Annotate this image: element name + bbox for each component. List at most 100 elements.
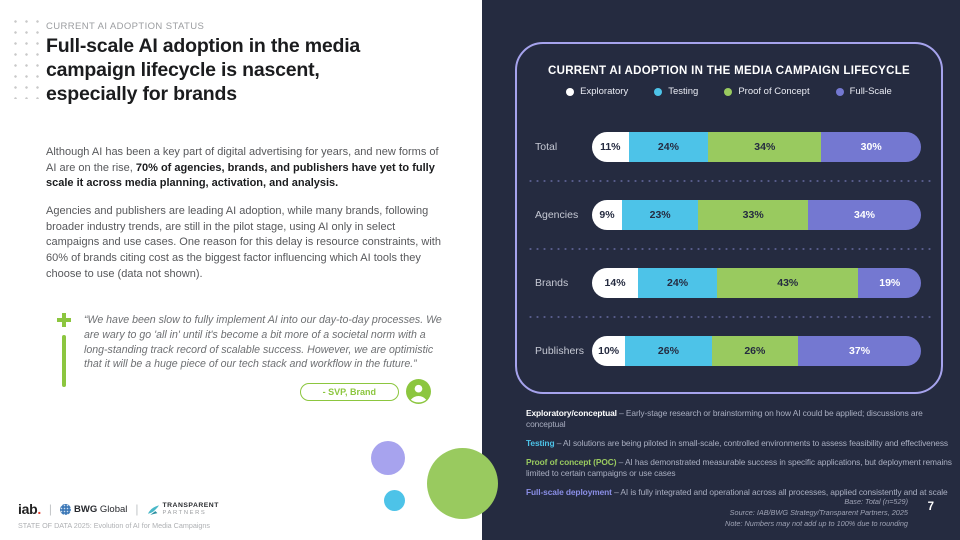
body-paragraph-2: Agencies and publishers are leading AI a… — [46, 205, 441, 280]
bar-segment: 11% — [592, 132, 629, 162]
legend-dot-icon — [654, 87, 663, 96]
legend-dot-icon — [724, 87, 733, 96]
dotted-separator — [527, 180, 931, 182]
bar-row: Total 11% 24% 34% 30% — [517, 132, 941, 162]
paragraph1-bold: 70% of agencies, brands, and publishers … — [46, 161, 435, 190]
definition-term: Proof of concept (POC) — [526, 456, 617, 467]
transparent-partners-text: TRANSPARENT PARTNERS — [163, 502, 219, 516]
bar-category-label: Publishers — [535, 345, 585, 357]
bird-icon — [147, 503, 160, 515]
note-line: Note: Numbers may not add up to 100% due… — [725, 518, 908, 528]
chart-box: CURRENT AI ADOPTION IN THE MEDIA CAMPAIG… — [515, 42, 943, 394]
definition-term: Exploratory/conceptual — [526, 408, 617, 418]
stacked-bar: 14% 24% 43% 19% — [592, 268, 921, 298]
quote-attribution-row: - SVP, Brand — [84, 379, 431, 405]
decorative-circle-green — [427, 448, 498, 519]
legend-dot-icon — [566, 87, 575, 96]
legend-dot-icon — [835, 87, 844, 96]
bwg-bold-text: BWG — [74, 503, 98, 515]
definition-item: Exploratory/conceptual – Early-stage res… — [526, 408, 952, 431]
decorative-circle-purple — [371, 441, 405, 475]
slide-footer-text: STATE OF DATA 2025: Evolution of AI for … — [18, 521, 211, 530]
bar-segment: 30% — [821, 132, 921, 162]
bar-segment: 9% — [592, 200, 622, 230]
bar-row: Publishers 10% 26% 26% 37% — [517, 336, 941, 366]
chart-title: CURRENT AI ADOPTION IN THE MEDIA CAMPAIG… — [547, 65, 910, 77]
decorative-circle-cyan — [384, 490, 405, 511]
page-title: Full-scale AI adoption in the media camp… — [46, 35, 361, 106]
bar-segment: 34% — [808, 200, 921, 230]
logo-separator: | — [48, 502, 53, 516]
bar-segment: 26% — [625, 336, 712, 366]
attribution-pill: - SVP, Brand — [299, 382, 399, 401]
bar-segment: 43% — [717, 268, 859, 298]
transparent-partners-logo: TRANSPARENT PARTNERS — [147, 502, 219, 516]
chart-legend: Exploratory Testing Proof of Concept Full-S… — [517, 86, 941, 97]
note-line: Base: Total (n=529) — [844, 497, 908, 506]
person-avatar-icon — [406, 379, 431, 405]
quote-content: “We have been slow to fully implement AI… — [84, 313, 449, 405]
definition-text: – AI solutions are being piloted in smal… — [554, 438, 949, 448]
bar-segment: 14% — [592, 268, 639, 298]
bar-row: Brands 14% 24% 43% 19% — [517, 268, 941, 298]
legend-item: Testing — [654, 86, 698, 97]
legend-label: Full-Scale — [849, 86, 892, 97]
bar-segment: 10% — [592, 336, 626, 366]
paragraph1-lead: Although AI has been a key part of digit… — [46, 146, 439, 174]
source-notes: Base: Total (n=529) Source: IAB/BWG Strat… — [725, 497, 908, 530]
stacked-bar: 11% 24% 34% 30% — [592, 132, 921, 162]
logo-separator: | — [135, 502, 139, 516]
bar-segment: 24% — [628, 132, 709, 162]
stacked-bar: 10% 26% 26% 37% — [592, 336, 921, 366]
globe-icon — [60, 503, 72, 515]
bar-chart: Total 11% 24% 34% 30% Agencies 9% 23% 33% 34% Bran… — [517, 132, 941, 366]
definition-text: – Early-stage research or brainstorming … — [526, 408, 923, 430]
tp-top-text: TRANSPARENT — [162, 501, 219, 509]
bar-segment: 34% — [708, 132, 822, 162]
quote-marker — [57, 313, 71, 404]
bwg-light-text: Global — [97, 503, 128, 515]
legend-item: Exploratory — [566, 86, 628, 97]
dot-grid-decoration — [10, 16, 41, 99]
page-number: 7 — [927, 501, 934, 513]
dotted-separator — [527, 316, 931, 318]
quote-vertical-line — [62, 335, 66, 387]
stacked-bar: 9% 23% 33% 34% — [592, 200, 921, 230]
legend-item: Proof of Concept — [724, 86, 810, 97]
bar-segment: 26% — [711, 336, 799, 366]
bar-segment: 33% — [698, 200, 809, 230]
legend-label: Exploratory — [580, 86, 629, 97]
legend-label: Proof of Concept — [738, 86, 810, 97]
iab-logo: iab. — [18, 501, 41, 517]
bar-category-label: Agencies — [535, 209, 579, 221]
dotted-separator — [527, 248, 931, 250]
quote-text: “We have been slow to fully implement AI… — [84, 314, 442, 371]
bwg-logo-text: BWG Global — [74, 504, 127, 515]
definition-term: Testing — [526, 438, 555, 448]
body-paragraph-1: Although AI has been a key part of digit… — [46, 145, 444, 192]
definition-item: Proof of concept (POC) – AI has demonstr… — [526, 457, 952, 480]
chart-panel: CURRENT AI ADOPTION IN THE MEDIA CAMPAIG… — [482, 0, 960, 540]
bar-segment: 23% — [621, 200, 699, 230]
definition-item: Testing – AI solutions are being piloted… — [526, 438, 952, 449]
logo-row: iab. | BWG Global | TRANSPARENT PARTNERS — [18, 500, 219, 518]
definition-term: Full-scale deployment — [526, 486, 612, 497]
bar-category-label: Brands — [535, 277, 569, 289]
bar-segment: 24% — [638, 268, 718, 298]
bar-segment: 19% — [858, 268, 921, 298]
bar-row: Agencies 9% 23% 33% 34% — [517, 200, 941, 230]
bar-segment: 37% — [798, 336, 921, 366]
bwg-global-logo: BWG Global — [60, 503, 127, 515]
definitions-list: Exploratory/conceptual – Early-stage res… — [526, 408, 952, 506]
definition-text: – AI is fully integrated and operational… — [611, 486, 948, 497]
legend-item: Full-Scale — [835, 86, 892, 97]
note-line: Source: IAB/BWG Strategy/Transparent Par… — [729, 507, 908, 517]
section-eyebrow: CURRENT AI ADOPTION STATUS — [46, 21, 205, 32]
definition-text: – AI has demonstrated measurable success… — [526, 456, 952, 478]
definition-item: Full-scale deployment – AI is fully inte… — [526, 487, 952, 498]
iab-logo-text: iab — [18, 501, 38, 517]
plus-icon — [57, 313, 71, 327]
legend-label: Testing — [668, 86, 699, 97]
bar-category-label: Total — [535, 141, 558, 153]
